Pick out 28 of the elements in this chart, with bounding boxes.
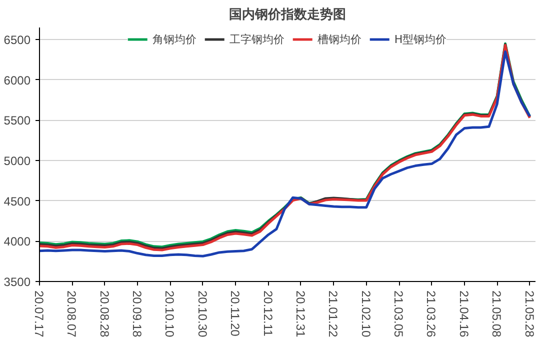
x-tick-label: 21.02.10 xyxy=(358,290,373,338)
x-tick-label: 20.07.17 xyxy=(32,290,46,338)
x-tick-label: 21.05.08 xyxy=(490,290,504,338)
y-tick-label: 3500 xyxy=(4,275,31,289)
chart-title: 国内钢价指数走势图 xyxy=(229,6,346,22)
y-tick-label: 6000 xyxy=(4,73,31,88)
legend-label: 槽钢均价 xyxy=(317,32,362,46)
x-tick-label: 20.08.07 xyxy=(64,290,79,338)
y-tick-label: 5500 xyxy=(4,114,31,128)
x-tick-label: 20.11.20 xyxy=(228,290,242,337)
y-tick-label: 5000 xyxy=(4,154,31,168)
legend-label: 工字钢均价 xyxy=(229,32,284,46)
legend-label: H型钢均价 xyxy=(394,32,447,46)
x-tick-label: 20.10.30 xyxy=(195,290,210,338)
x-tick-label: 20.12.31 xyxy=(293,290,308,338)
y-tick-label: 4500 xyxy=(4,194,31,208)
x-tick-label: 20.12.11 xyxy=(260,290,275,337)
x-tick-label: 21.03.26 xyxy=(424,290,438,338)
y-tick-label: 6500 xyxy=(4,33,31,48)
x-tick-label: 21.04.16 xyxy=(456,290,471,338)
legend-label: 角钢均价 xyxy=(152,32,196,46)
y-tick-label: 4000 xyxy=(4,234,31,249)
x-tick-label: 21.03.05 xyxy=(392,290,406,338)
x-tick-label: 20.10.10 xyxy=(162,290,177,338)
x-tick-label: 21.01.22 xyxy=(326,290,340,338)
x-tick-label: 21.05.28 xyxy=(522,290,536,338)
x-tick-label: 20.08.28 xyxy=(97,290,112,338)
x-tick-label: 20.09.18 xyxy=(130,290,144,338)
